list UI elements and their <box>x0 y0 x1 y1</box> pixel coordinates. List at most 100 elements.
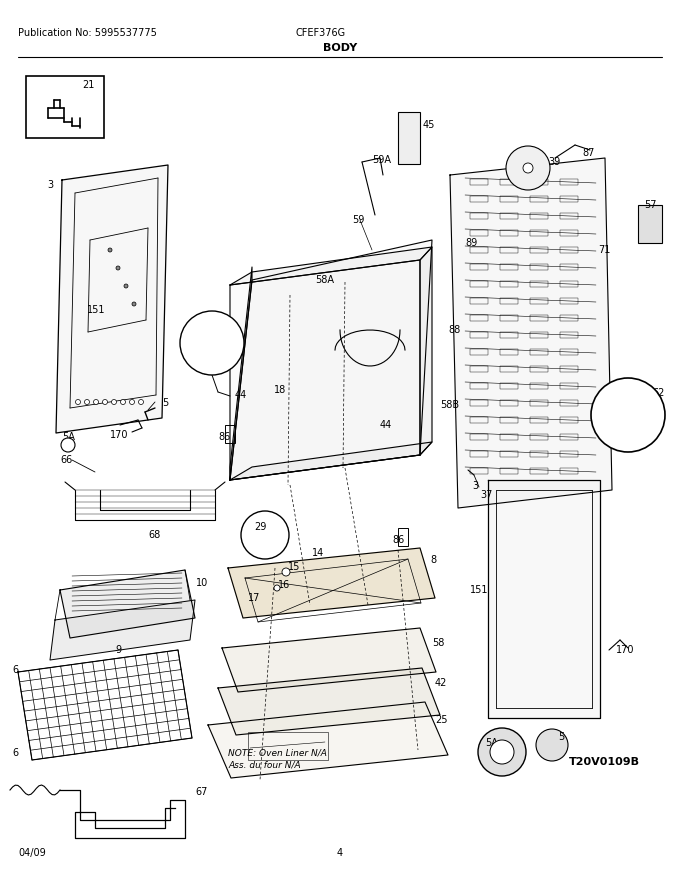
Bar <box>560 179 578 185</box>
Circle shape <box>61 438 75 452</box>
Bar <box>470 230 488 236</box>
Polygon shape <box>230 442 432 480</box>
Text: 42: 42 <box>435 678 447 688</box>
Text: 59: 59 <box>352 215 364 225</box>
Bar <box>530 383 548 389</box>
Bar <box>530 349 548 355</box>
Circle shape <box>490 740 514 764</box>
Bar <box>500 213 518 219</box>
Text: 3: 3 <box>47 180 53 190</box>
Bar <box>530 264 548 270</box>
Text: T20V0109B: T20V0109B <box>569 757 640 767</box>
Text: 14: 14 <box>312 548 324 558</box>
Circle shape <box>139 400 143 405</box>
Text: 86: 86 <box>392 535 404 545</box>
Bar <box>500 315 518 321</box>
Text: NOTE: Oven Liner N/A: NOTE: Oven Liner N/A <box>228 748 327 757</box>
Bar <box>225 425 235 443</box>
Text: 151: 151 <box>470 585 488 595</box>
Text: 5: 5 <box>558 732 564 742</box>
Bar <box>530 247 548 253</box>
Bar <box>470 349 488 355</box>
Circle shape <box>506 146 550 190</box>
Text: 25: 25 <box>435 715 447 725</box>
Text: CFEF376G: CFEF376G <box>295 28 345 38</box>
Bar <box>470 468 488 474</box>
Text: 29: 29 <box>254 522 266 532</box>
Bar <box>560 196 578 202</box>
Bar <box>560 383 578 389</box>
Circle shape <box>94 400 99 405</box>
Text: 37: 37 <box>480 490 492 500</box>
Bar <box>560 298 578 304</box>
Bar <box>500 264 518 270</box>
Bar <box>500 434 518 440</box>
Circle shape <box>132 302 136 306</box>
Circle shape <box>124 284 128 288</box>
Bar <box>500 298 518 304</box>
Bar <box>470 332 488 338</box>
Text: 89: 89 <box>465 238 477 248</box>
Text: 71: 71 <box>598 245 611 255</box>
Text: 58A: 58A <box>315 275 334 285</box>
Polygon shape <box>60 570 195 638</box>
Text: 151: 151 <box>87 305 105 315</box>
Bar <box>398 112 420 164</box>
Polygon shape <box>230 240 432 480</box>
Text: BODY: BODY <box>323 43 357 53</box>
Bar <box>530 417 548 423</box>
Bar <box>470 196 488 202</box>
Polygon shape <box>228 548 435 618</box>
Text: 3: 3 <box>472 481 478 491</box>
Polygon shape <box>230 247 432 285</box>
Bar <box>500 332 518 338</box>
Bar <box>500 417 518 423</box>
Polygon shape <box>488 480 600 718</box>
Bar <box>500 196 518 202</box>
Text: Publication No: 5995537775: Publication No: 5995537775 <box>18 28 157 38</box>
Bar <box>530 281 548 287</box>
Bar <box>560 434 578 440</box>
Circle shape <box>634 416 640 422</box>
Bar <box>560 451 578 457</box>
Circle shape <box>614 410 620 416</box>
Bar <box>560 400 578 406</box>
Bar <box>560 213 578 219</box>
Bar <box>398 528 408 546</box>
Polygon shape <box>230 267 252 480</box>
Text: 88: 88 <box>448 325 460 335</box>
Bar <box>470 281 488 287</box>
Bar <box>530 366 548 372</box>
Bar <box>500 179 518 185</box>
Bar <box>470 417 488 423</box>
Polygon shape <box>50 600 195 660</box>
Bar <box>560 264 578 270</box>
Circle shape <box>116 266 120 270</box>
Bar <box>530 434 548 440</box>
Bar <box>470 315 488 321</box>
Text: 67: 67 <box>195 787 207 797</box>
Bar <box>500 230 518 236</box>
Circle shape <box>120 400 126 405</box>
Polygon shape <box>56 165 168 433</box>
Bar <box>530 400 548 406</box>
Text: 16: 16 <box>278 580 290 590</box>
Text: 8: 8 <box>430 555 436 565</box>
Bar <box>500 468 518 474</box>
Bar <box>470 179 488 185</box>
Bar <box>500 400 518 406</box>
Text: 12: 12 <box>202 333 214 343</box>
Bar <box>530 332 548 338</box>
Text: 18: 18 <box>274 385 286 395</box>
Circle shape <box>75 400 80 405</box>
Bar <box>560 349 578 355</box>
Text: 45: 45 <box>423 120 435 130</box>
Text: 5A: 5A <box>62 432 75 442</box>
Text: 4: 4 <box>337 848 343 858</box>
Bar <box>500 247 518 253</box>
Bar <box>530 451 548 457</box>
Bar <box>470 451 488 457</box>
Text: 44: 44 <box>380 420 392 430</box>
Text: 57: 57 <box>644 200 656 210</box>
Text: Ass. du four N/A: Ass. du four N/A <box>228 761 301 770</box>
